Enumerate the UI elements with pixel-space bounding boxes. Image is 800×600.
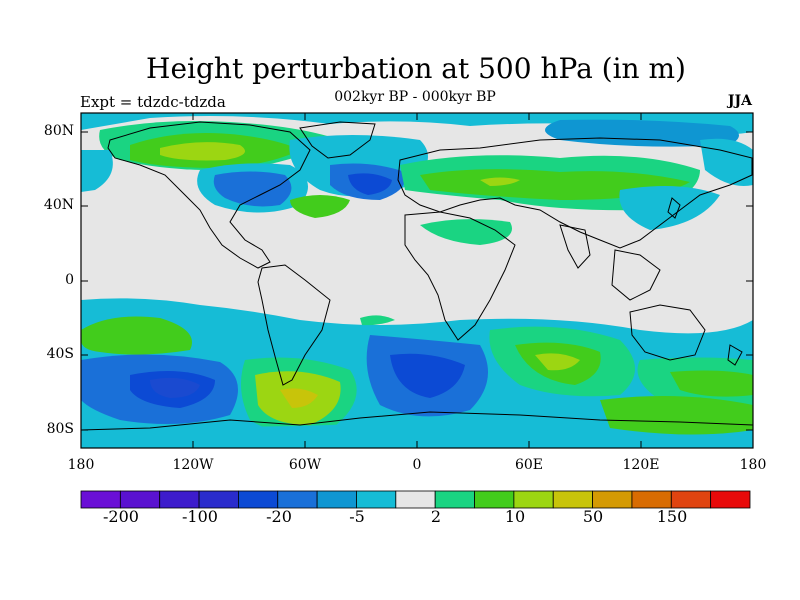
lat-tick-label: 40S — [46, 346, 74, 362]
colorbar-label: 150 — [656, 507, 688, 526]
colorbar-swatch — [80, 490, 121, 509]
colorbar-swatch — [710, 490, 751, 509]
colorbar-swatch — [395, 490, 436, 509]
lon-tick-label: 180 — [739, 457, 767, 473]
colorbar-label: -100 — [182, 507, 218, 526]
lon-tick-label: 180 — [67, 457, 95, 473]
colorbar-label: 50 — [582, 507, 604, 526]
colorbar — [80, 490, 751, 509]
colorbar-swatch — [277, 490, 318, 509]
lat-tick-label: 0 — [65, 272, 74, 288]
field-layer — [81, 113, 753, 448]
lon-tick-label: 60W — [288, 457, 322, 473]
colorbar-swatch — [356, 490, 397, 509]
lat-tick-label: 80N — [43, 123, 74, 139]
lon-tick-label: 120E — [622, 457, 660, 473]
colorbar-swatch — [238, 490, 279, 509]
colorbar-swatch — [631, 490, 672, 509]
season-label: JJA — [727, 93, 752, 109]
colorbar-swatch — [434, 490, 475, 509]
colorbar-swatch — [592, 490, 633, 509]
map-title: Height perturbation at 500 hPa (in m) — [146, 52, 686, 85]
colorbar-label: 2 — [430, 507, 442, 526]
colorbar-swatch — [159, 490, 200, 509]
colorbar-swatch — [552, 490, 593, 509]
axis-ticks — [81, 113, 753, 448]
colorbar-swatch — [316, 490, 357, 509]
lon-tick-label: 60E — [514, 457, 544, 473]
period-label: 002kyr BP - 000kyr BP — [334, 89, 496, 105]
experiment-label: Expt = tdzdc-tdzda — [80, 93, 226, 111]
colorbar-label: -20 — [266, 507, 292, 526]
colorbar-swatch — [670, 490, 712, 509]
colorbar-swatch — [198, 490, 239, 509]
colorbar-swatch — [513, 490, 554, 509]
lat-tick-label: 80S — [46, 421, 74, 437]
colorbar-swatch — [119, 490, 161, 509]
colorbar-label: 10 — [504, 507, 526, 526]
colorbar-label: -200 — [103, 507, 139, 526]
lon-tick-label: 0 — [412, 457, 422, 473]
lat-tick-label: 40N — [43, 197, 74, 213]
colorbar-label: -5 — [349, 507, 365, 526]
lon-tick-label: 120W — [172, 457, 214, 473]
coastlines — [81, 121, 753, 431]
colorbar-swatch — [474, 490, 515, 509]
